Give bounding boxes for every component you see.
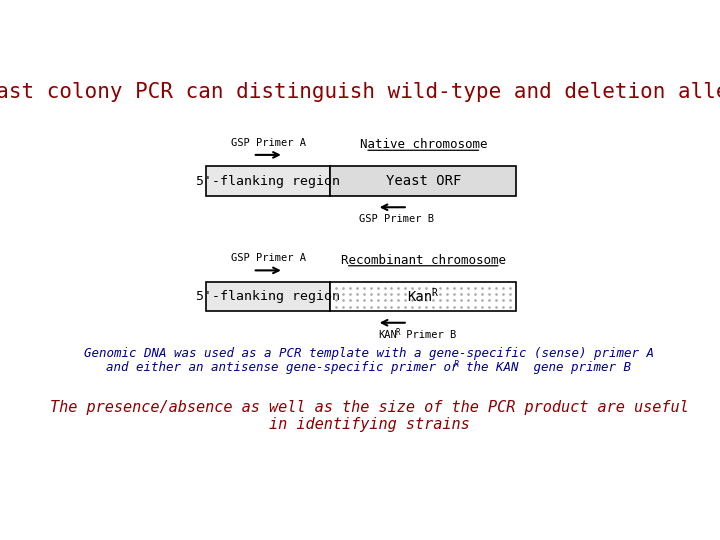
FancyBboxPatch shape: [206, 282, 330, 311]
Text: Yeast colony PCR can distinguish wild-type and deletion alleles: Yeast colony PCR can distinguish wild-ty…: [0, 82, 720, 102]
Text: Genomic DNA was used as a PCR template with a gene-specific (sense) primer A: Genomic DNA was used as a PCR template w…: [84, 347, 654, 360]
Text: GSP Primer A: GSP Primer A: [230, 253, 306, 264]
Text: R: R: [395, 328, 400, 337]
Text: Native chromosome: Native chromosome: [359, 138, 487, 151]
Text: KAN: KAN: [378, 330, 397, 340]
Text: and either an antisense gene-specific primer or the KAN  gene primer B: and either an antisense gene-specific pr…: [107, 361, 631, 374]
Text: Recombinant chromosome: Recombinant chromosome: [341, 254, 505, 267]
Text: R: R: [431, 288, 437, 298]
Text: GSP Primer B: GSP Primer B: [359, 214, 433, 224]
FancyBboxPatch shape: [206, 166, 330, 195]
Text: The presence/absence as well as the size of the PCR product are useful: The presence/absence as well as the size…: [50, 400, 688, 415]
Text: 5'-flanking region: 5'-flanking region: [197, 290, 341, 303]
Text: R: R: [454, 360, 459, 369]
Text: Kan: Kan: [407, 289, 432, 303]
Text: GSP Primer A: GSP Primer A: [230, 138, 306, 148]
Text: 5'-flanking region: 5'-flanking region: [197, 174, 341, 187]
FancyBboxPatch shape: [330, 166, 516, 195]
Text: Primer B: Primer B: [400, 330, 456, 340]
FancyBboxPatch shape: [330, 282, 516, 311]
Text: Yeast ORF: Yeast ORF: [386, 174, 461, 188]
Text: in identifying strains: in identifying strains: [269, 417, 469, 432]
